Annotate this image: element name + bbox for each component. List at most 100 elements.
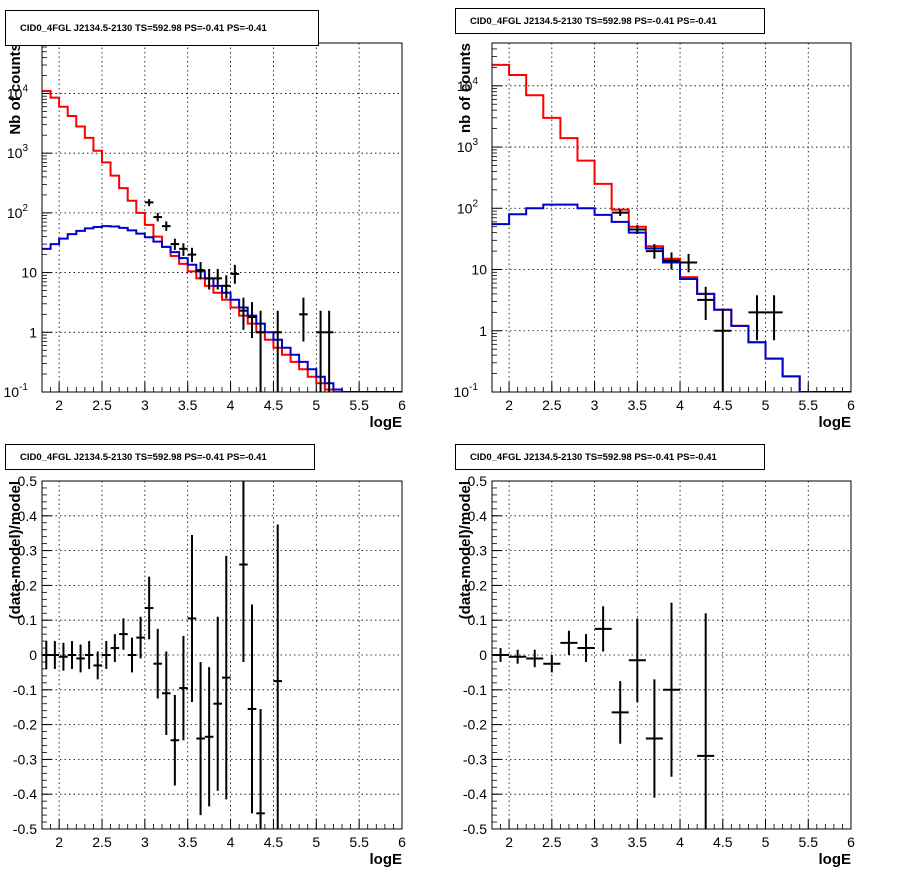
data-point: [680, 253, 698, 273]
y-axis-label: (data-model)/model: [7, 481, 24, 619]
data-point: [299, 297, 308, 342]
plot-area: [492, 63, 851, 392]
data-point: [59, 642, 68, 671]
y-tick-label: 0.4: [18, 508, 38, 524]
data-point: [748, 295, 766, 341]
x-tick-label: 3: [141, 834, 149, 850]
x-tick-label: 5.5: [349, 834, 369, 850]
y-tick-label: -0.2: [463, 717, 487, 733]
y-tick-label: -0.2: [13, 717, 37, 733]
y-tick-label: 10-1: [4, 382, 29, 400]
x-tick-label: 3: [141, 397, 149, 413]
x-tick-label: 2: [55, 397, 63, 413]
y-tick-label: -0.3: [463, 751, 487, 767]
y-tick-label: 1: [479, 323, 487, 339]
y-tick-label: 0: [29, 647, 37, 663]
data-point: [50, 641, 60, 669]
data-point: [204, 268, 214, 290]
data-point: [196, 262, 205, 280]
data-point: [162, 221, 171, 231]
x-tick-label: 4: [676, 397, 684, 413]
data-point: [611, 681, 629, 744]
data-point: [256, 708, 265, 829]
data-point: [222, 555, 231, 800]
data-point: [645, 679, 663, 798]
x-tick-label: 5.5: [349, 397, 369, 413]
data-point: [136, 616, 145, 659]
x-tick-label: 2.5: [542, 397, 562, 413]
data-point: [187, 534, 197, 702]
chart-title: CID0_4FGL J2134.5-2130 TS=592.98 PS=-0.4…: [455, 444, 765, 470]
y-tick-label: -0.5: [13, 821, 37, 837]
data-point: [594, 606, 612, 652]
y-tick-label: 0.1: [468, 612, 488, 628]
x-tick-label: 2: [505, 397, 513, 413]
data-point: [170, 695, 180, 786]
y-tick-label: -0.4: [463, 786, 487, 802]
data-point: [765, 295, 783, 341]
data-point: [239, 481, 248, 662]
plot-frame: [491, 480, 852, 830]
data-point: [162, 651, 171, 736]
x-tick-label: 5: [312, 397, 320, 413]
x-tick-label: 4: [227, 397, 235, 413]
data-point: [543, 655, 561, 673]
x-tick-label: 6: [847, 397, 855, 413]
y-tick-label: 102: [7, 203, 29, 221]
data-point: [316, 310, 325, 392]
x-tick-label: 5: [762, 834, 770, 850]
data-point: [76, 644, 85, 673]
series-2-line: [42, 225, 402, 392]
data-point: [247, 302, 257, 339]
data-point: [67, 641, 77, 669]
series-1-line: [42, 89, 402, 392]
y-tick-label: -0.1: [463, 682, 487, 698]
data-point: [204, 667, 214, 807]
x-tick-label: 3: [591, 397, 599, 413]
x-axis-label: logE: [819, 414, 852, 431]
data-point: [509, 649, 527, 664]
x-tick-label: 3.5: [178, 834, 198, 850]
x-tick-label: 5.5: [799, 834, 819, 850]
y-tick-label: 10: [471, 262, 487, 278]
y-tick-label: 103: [457, 137, 479, 155]
y-tick-label: -0.3: [13, 751, 37, 767]
plot-frame: [491, 42, 852, 393]
data-point: [273, 524, 282, 829]
x-axis-label: logE: [370, 851, 403, 868]
x-tick-label: 4.5: [264, 834, 284, 850]
plot-area: [42, 89, 402, 392]
y-tick-label: 0.3: [18, 543, 38, 559]
y-tick-label: 0.3: [468, 543, 488, 559]
x-axis-label: logE: [819, 851, 852, 868]
data-point: [697, 286, 715, 320]
x-tick-label: 5: [762, 397, 770, 413]
plot-frame: [41, 42, 403, 393]
y-tick-label: -0.1: [13, 682, 37, 698]
data-point: [187, 247, 197, 263]
x-tick-label: 2.5: [92, 397, 112, 413]
x-axis-label: logE: [370, 414, 403, 431]
plot-area: [42, 481, 282, 829]
y-tick-label: 0.4: [468, 508, 488, 524]
data-point: [577, 634, 595, 662]
data-point: [714, 308, 732, 392]
x-tick-label: 3.5: [628, 397, 648, 413]
y-tick-label: 1: [29, 324, 37, 340]
data-point: [247, 604, 257, 814]
y-tick-label: 10-1: [454, 382, 479, 400]
data-point: [127, 637, 137, 673]
chart-title: CID0_4FGL J2134.5-2130 TS=592.98 PS=-0.4…: [5, 444, 315, 470]
x-tick-label: 5.5: [799, 397, 819, 413]
data-point: [144, 576, 154, 640]
y-tick-label: 102: [457, 198, 479, 216]
data-point: [222, 275, 231, 299]
y-tick-label: 103: [7, 143, 29, 161]
data-point: [662, 602, 681, 777]
y-tick-label: -0.5: [463, 821, 487, 837]
series-2-line: [492, 203, 851, 392]
data-point: [560, 630, 578, 655]
chart-title: CID0_4FGL J2134.5-2130 TS=592.98 PS=-0.4…: [5, 10, 319, 46]
data-point: [662, 252, 681, 270]
